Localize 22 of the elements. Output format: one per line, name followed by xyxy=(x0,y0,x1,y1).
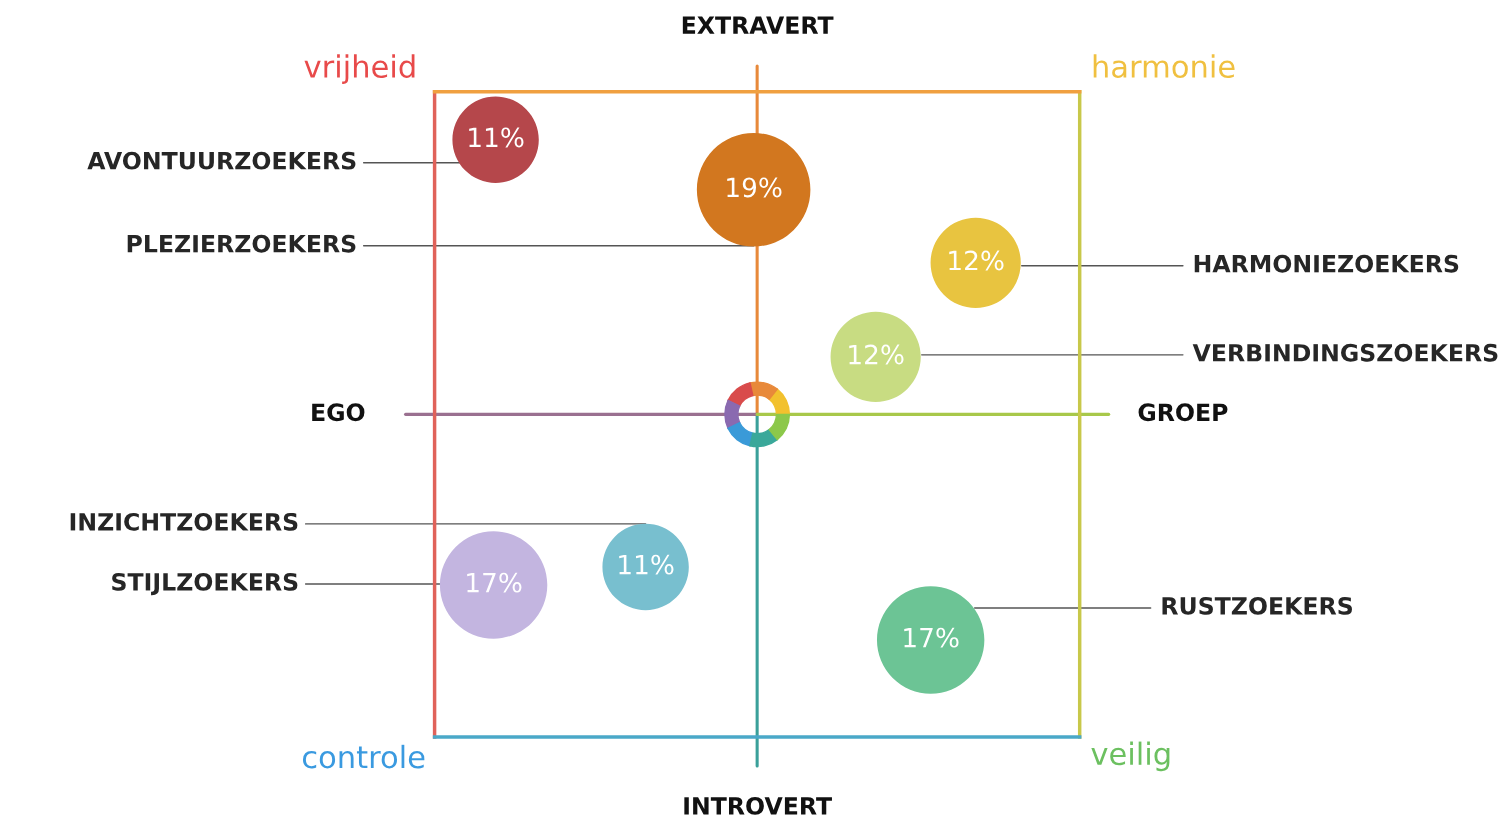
data-label: 19% xyxy=(727,177,782,198)
category-label: RUSTZOEKERS xyxy=(1162,596,1352,615)
data-label: 12% xyxy=(849,344,904,365)
category-label: AVONTUURZOEKERS xyxy=(87,151,356,170)
text: INTROVERT xyxy=(684,796,832,815)
text: GROEP xyxy=(1138,403,1228,422)
text: veilig xyxy=(1091,741,1170,772)
text: harmonie xyxy=(1093,54,1235,79)
category-label: HARMONIEZOEKERS xyxy=(1194,254,1459,273)
text: EGO xyxy=(312,403,365,422)
text: vrijheid xyxy=(304,54,415,84)
data-label: 12% xyxy=(949,250,1004,271)
data-label: 11% xyxy=(469,127,524,148)
text: EXTRAVERT xyxy=(682,16,834,34)
category-label: STIJLZOEKERS xyxy=(112,572,298,596)
data-label: 11% xyxy=(619,554,674,575)
category-label: PLEZIERZOEKERS xyxy=(127,234,356,253)
data-label: 17% xyxy=(467,572,522,593)
category-label: INZICHTZOEKERS xyxy=(70,512,298,531)
data-label: 17% xyxy=(904,627,959,648)
category-label: VERBINDINGSZOEKERS xyxy=(1192,343,1498,362)
text: controle xyxy=(302,744,425,769)
